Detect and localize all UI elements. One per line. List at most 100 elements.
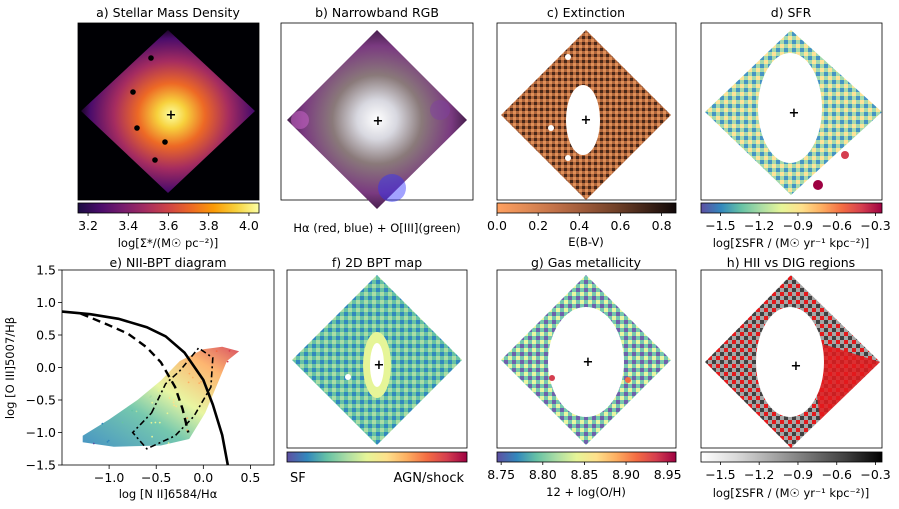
colorbar-f: SF AGN/shock bbox=[286, 451, 468, 486]
bpt-point bbox=[191, 376, 194, 379]
colorbar-h: −1.5 −1.2 −0.9 −0.6 −0.3 log[ΣSFR / (M☉ yr⁻¹… bbox=[700, 451, 891, 500]
bpt-point bbox=[228, 350, 231, 352]
svg-text:+: + bbox=[373, 114, 384, 129]
panel-a-title: a) Stellar Mass Density bbox=[96, 5, 240, 20]
bpt-ytick-label: 1.0 bbox=[36, 295, 56, 310]
bpt-point bbox=[172, 401, 175, 404]
colorbar-d: −1.5 −1.2 −0.9 −0.6 −0.3 log[ΣSFR / (M☉ yr⁻¹… bbox=[700, 202, 891, 250]
bpt-point bbox=[151, 401, 154, 404]
colorbar-g-tick: 8.95 bbox=[654, 467, 682, 482]
colorbar-d-label: log[ΣSFR / (M☉ yr⁻¹ kpc⁻²)] bbox=[713, 236, 870, 250]
colorbar-h-tick: −0.9 bbox=[783, 467, 813, 482]
colorbar-a-label: log[Σ*/(M☉ pc⁻²)] bbox=[118, 236, 219, 250]
bpt-ytick-label: 0.0 bbox=[36, 360, 56, 375]
panel-d: + bbox=[700, 22, 883, 201]
colorbar-a-tick: 3.4 bbox=[118, 218, 138, 233]
bpt-point bbox=[107, 439, 110, 442]
colorbar-c-tick: 0.8 bbox=[652, 218, 672, 233]
colorbar-c-tick: 0.2 bbox=[528, 218, 548, 233]
panel-e-bpt: −1.0 −0.5 0.0 0.5 −1.5 −1.0 −0.5 0.0 0.5 1.0 1.5 l… bbox=[3, 263, 275, 501]
bpt-xtick-label: −1.0 bbox=[94, 470, 124, 485]
colorbar-h-tick: −1.2 bbox=[744, 467, 774, 482]
panel-f-title: f) 2D BPT map bbox=[332, 255, 422, 270]
bpt-ytick-label: −1.5 bbox=[26, 458, 56, 473]
bpt-ytick-label: 0.5 bbox=[36, 328, 56, 343]
colorbar-a-tick: 3.2 bbox=[78, 218, 98, 233]
panel-f: + bbox=[286, 269, 468, 449]
bpt-ylabel: log [O III]5007/Hβ bbox=[3, 317, 17, 419]
bpt-point bbox=[150, 421, 153, 424]
bpt-point bbox=[200, 380, 202, 383]
svg-text:+: + bbox=[374, 358, 385, 373]
center-marker: + bbox=[166, 108, 177, 123]
colorbar-d-tick: −1.5 bbox=[705, 218, 735, 233]
rgb-image bbox=[287, 30, 467, 209]
panel-c: + bbox=[496, 22, 677, 201]
colorbar-d-tick: −1.2 bbox=[744, 218, 774, 233]
panel-h-title: h) HII vs DIG regions bbox=[727, 255, 855, 270]
colorbar-h-tick: −0.3 bbox=[860, 467, 890, 482]
colorbar-a-tick: 3.6 bbox=[159, 218, 179, 233]
panel-a: + bbox=[77, 22, 260, 201]
bpt-point-cloud-region bbox=[82, 346, 240, 447]
bpt-point bbox=[135, 410, 138, 413]
colorbar-g-label: 12 + log(O/H) bbox=[546, 485, 626, 499]
bpt-xtick-label: 0.0 bbox=[193, 470, 213, 485]
bpt-ytick-label: 1.5 bbox=[36, 263, 56, 278]
bpt-point bbox=[167, 442, 170, 445]
colorbar-c-fill bbox=[497, 203, 676, 213]
colorbar-a-tick: 4.0 bbox=[239, 218, 259, 233]
svg-text:+: + bbox=[789, 106, 800, 121]
panel-h: + bbox=[700, 269, 883, 449]
colorbar-f-low: SF bbox=[290, 471, 306, 486]
bpt-point bbox=[106, 441, 109, 443]
bpt-point bbox=[173, 404, 176, 407]
bpt-point bbox=[158, 421, 161, 424]
bpt-point bbox=[215, 350, 218, 352]
bpt-point bbox=[172, 398, 175, 401]
colorbar-g-tick: 8.75 bbox=[487, 467, 515, 482]
colorbar-g-tick: 8.90 bbox=[612, 467, 640, 482]
colorbar-f-high: AGN/shock bbox=[394, 471, 465, 486]
bpt-point bbox=[131, 409, 134, 412]
colorbar-c-label: E(B-V) bbox=[568, 235, 603, 249]
panel-g: + bbox=[496, 269, 677, 449]
bpt-point bbox=[198, 382, 201, 384]
bpt-point bbox=[175, 405, 178, 408]
svg-text:+: + bbox=[583, 355, 594, 370]
panel-e-title: e) NII-BPT diagram bbox=[109, 255, 226, 270]
bpt-density-contour bbox=[131, 346, 214, 450]
rgb-caption: Hα (red, blue) + O[III](green) bbox=[293, 221, 460, 235]
bpt-point bbox=[166, 412, 169, 415]
bpt-point bbox=[151, 435, 154, 438]
panel-c-title: c) Extinction bbox=[547, 5, 625, 20]
colorbar-g-tick: 8.80 bbox=[529, 467, 557, 482]
bpt-point bbox=[157, 389, 160, 392]
bpt-ytick-label: −0.5 bbox=[26, 393, 56, 408]
bpt-point bbox=[101, 422, 104, 425]
bpt-point bbox=[188, 372, 191, 375]
colorbar-d-tick: −0.9 bbox=[783, 218, 813, 233]
colorbar-h-label: log[ΣSFR / (M☉ yr⁻¹ kpc⁻²)] bbox=[713, 486, 870, 500]
colorbar-c-tick: 0.0 bbox=[487, 218, 507, 233]
bpt-point bbox=[187, 381, 190, 384]
bpt-kewley-line bbox=[61, 310, 230, 466]
colorbar-d-tick: −0.3 bbox=[860, 218, 890, 233]
colorbar-g-tick: 8.85 bbox=[570, 467, 598, 482]
colorbar-h-fill bbox=[701, 452, 882, 462]
colorbar-g: 8.75 8.80 8.85 8.90 8.95 12 + log(O/H) bbox=[487, 451, 682, 499]
bpt-point bbox=[154, 421, 157, 424]
bpt-point bbox=[186, 417, 189, 419]
svg-text:+: + bbox=[791, 359, 802, 374]
bpt-point bbox=[121, 421, 124, 424]
bpt-point-cloud bbox=[82, 346, 240, 447]
bpt-xlabel: log [N II]6584/Hα bbox=[119, 487, 218, 501]
colorbar-c-tick: 0.6 bbox=[611, 218, 631, 233]
colorbar-d-tick: −0.6 bbox=[822, 218, 852, 233]
colorbar-a-tick: 3.8 bbox=[199, 218, 219, 233]
bpt-point bbox=[226, 360, 229, 363]
panel-d-title: d) SFR bbox=[771, 5, 812, 20]
colorbar-h-tick: −1.5 bbox=[705, 467, 735, 482]
svg-text:+: + bbox=[581, 113, 592, 128]
